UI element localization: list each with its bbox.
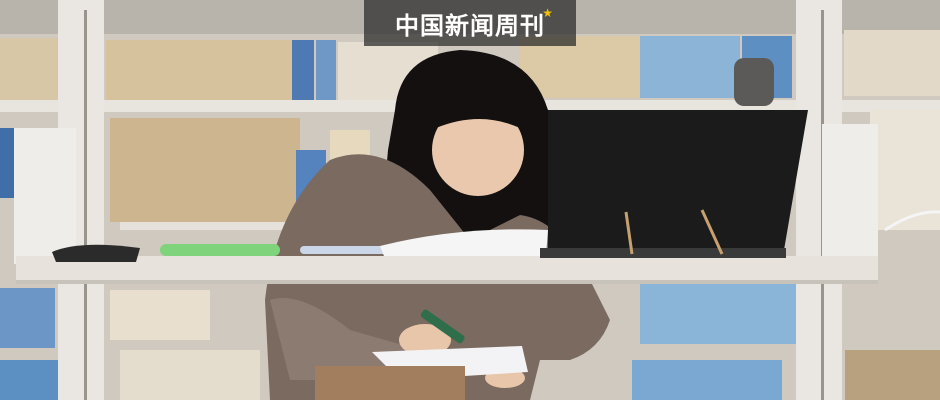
bookshelf-row-top <box>0 30 940 102</box>
shelf-board-middle <box>120 222 320 230</box>
bottle <box>734 58 774 106</box>
watermark-star-icon: ★ <box>542 6 554 20</box>
watermark-text: 中国新闻周刊 <box>395 11 545 40</box>
desk-items <box>52 229 548 262</box>
shelf-uprights <box>14 0 878 400</box>
watermark-logo: 中国新闻周刊 ★ <box>364 0 576 46</box>
glasses-case <box>52 244 140 262</box>
laptop <box>540 110 808 258</box>
desk-surface <box>16 256 878 284</box>
open-book <box>380 229 548 256</box>
marker <box>160 244 280 256</box>
bookshelf-row-lower <box>0 284 940 400</box>
cable <box>884 210 940 232</box>
pens <box>300 246 390 254</box>
